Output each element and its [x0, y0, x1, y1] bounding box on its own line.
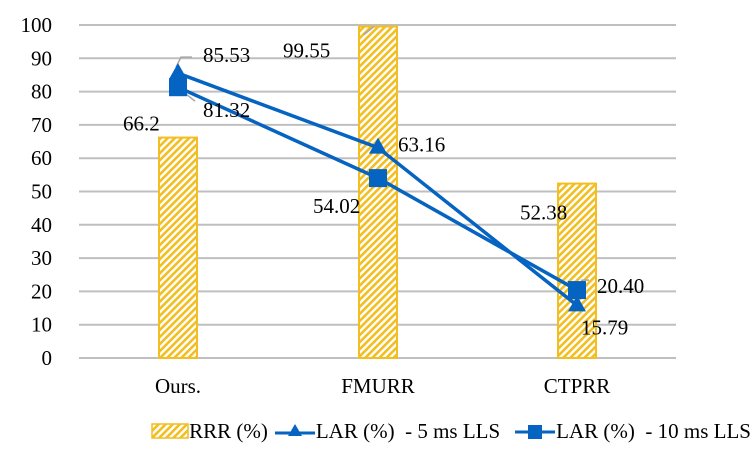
category-label: Ours.: [155, 374, 201, 398]
y-tick-label: 100: [21, 13, 53, 37]
marker-square: [568, 281, 586, 300]
legend-label-lar-5ms: LAR (%) - 5 ms LLS: [315, 418, 501, 443]
legend-item-lar-5ms: LAR (%) - 5 ms LLS: [274, 419, 500, 444]
data-label: 66.2: [123, 112, 160, 136]
marker-square: [169, 78, 187, 97]
legend-label-rrr: RRR (%): [189, 418, 268, 443]
bar-rrr: [557, 182, 597, 359]
category-label: CTPRR: [544, 374, 611, 398]
legend-item-lar-10ms: LAR (%) - 10 ms LLS: [514, 419, 751, 444]
y-tick-label: 0: [42, 346, 53, 370]
marker-square: [369, 169, 387, 188]
data-label: 99.55: [283, 38, 330, 62]
square-line-swatch-icon: [515, 425, 556, 439]
y-tick-label: 30: [31, 246, 52, 270]
y-tick-label: 20: [31, 279, 52, 303]
y-tick-label: 90: [31, 46, 52, 70]
leader-line: [363, 25, 375, 36]
marker-triangle: [568, 295, 586, 312]
bar-series: [158, 25, 597, 359]
bar-rrr: [158, 136, 198, 359]
line-series: [169, 63, 586, 312]
y-axis-ticks: 0 10 20 30 40 50 60 70 80 90 100: [21, 13, 53, 370]
y-tick-label: 10: [31, 313, 52, 337]
bar-rrr: [358, 25, 398, 359]
data-label: 15.79: [581, 315, 628, 339]
marker-triangle: [169, 63, 187, 80]
data-label: 54.02: [313, 194, 360, 218]
data-label: 81.32: [203, 98, 250, 122]
y-tick-label: 50: [31, 180, 52, 204]
data-label: 85.53: [203, 43, 250, 67]
triangle-line-swatch-icon: [274, 424, 315, 436]
legend: RRR (%) LAR (%) - 5 ms LLS LAR (%) - 10 …: [0, 416, 755, 446]
hatched-bar-swatch-icon: [151, 423, 189, 439]
y-tick-label: 40: [31, 213, 52, 237]
legend-item-rrr: RRR (%): [151, 419, 268, 444]
y-tick-label: 60: [31, 146, 52, 170]
category-label: FMURR: [341, 374, 415, 398]
legend-label-lar-10ms: LAR (%) - 10 ms LLS: [556, 418, 751, 443]
y-tick-label: 80: [31, 80, 52, 104]
data-label: 63.16: [398, 133, 445, 157]
data-label: 20.40: [597, 274, 644, 298]
data-labels: 66.2 99.55 52.38 85.53 63.16 15.79 81.32 54.02 2…: [123, 38, 644, 339]
marker-triangle: [369, 137, 387, 154]
data-label: 52.38: [520, 201, 567, 225]
y-tick-label: 70: [31, 113, 52, 137]
x-axis-categories: Ours. FMURR CTPRR: [155, 374, 610, 398]
